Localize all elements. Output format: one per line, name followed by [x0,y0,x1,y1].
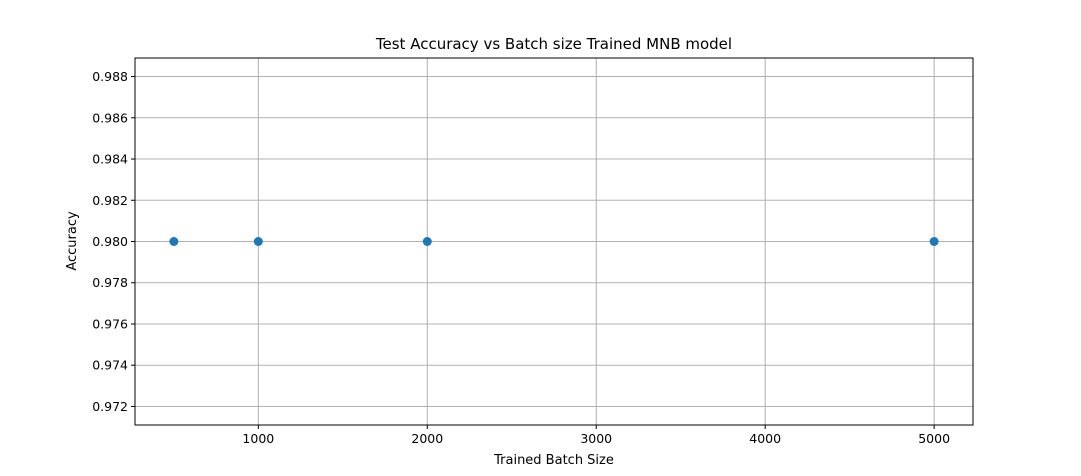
data-point [929,237,939,246]
x-tick-label: 5000 [918,431,950,446]
y-tick-label: 0.974 [92,358,128,373]
x-tick-label: 4000 [749,431,781,446]
y-axis-label: Accuracy [65,211,80,271]
data-point [169,237,179,246]
y-tick-label: 0.976 [92,316,128,331]
data-points [169,237,939,246]
y-tick-label: 0.980 [92,234,128,249]
x-tick-label: 2000 [411,431,443,446]
grid [135,58,973,425]
x-tick-label: 3000 [580,431,612,446]
y-tick-label: 0.982 [92,193,128,208]
y-axis-ticks: 0.972 0.974 0.976 0.978 0.980 0.982 0.984 0.986… [92,69,135,414]
y-tick-label: 0.986 [92,110,128,125]
data-point [253,237,263,246]
x-axis-ticks: 1000 2000 3000 4000 5000 [242,425,950,446]
x-axis-label: Trained Batch Size [493,453,614,468]
x-tick-label: 1000 [242,431,274,446]
data-point [422,237,432,246]
y-tick-label: 0.984 [92,152,128,167]
y-tick-label: 0.978 [92,275,128,290]
y-tick-label: 0.988 [92,69,128,84]
y-tick-label: 0.972 [92,399,128,414]
chart-title: Test Accuracy vs Batch size Trained MNB … [375,35,732,53]
